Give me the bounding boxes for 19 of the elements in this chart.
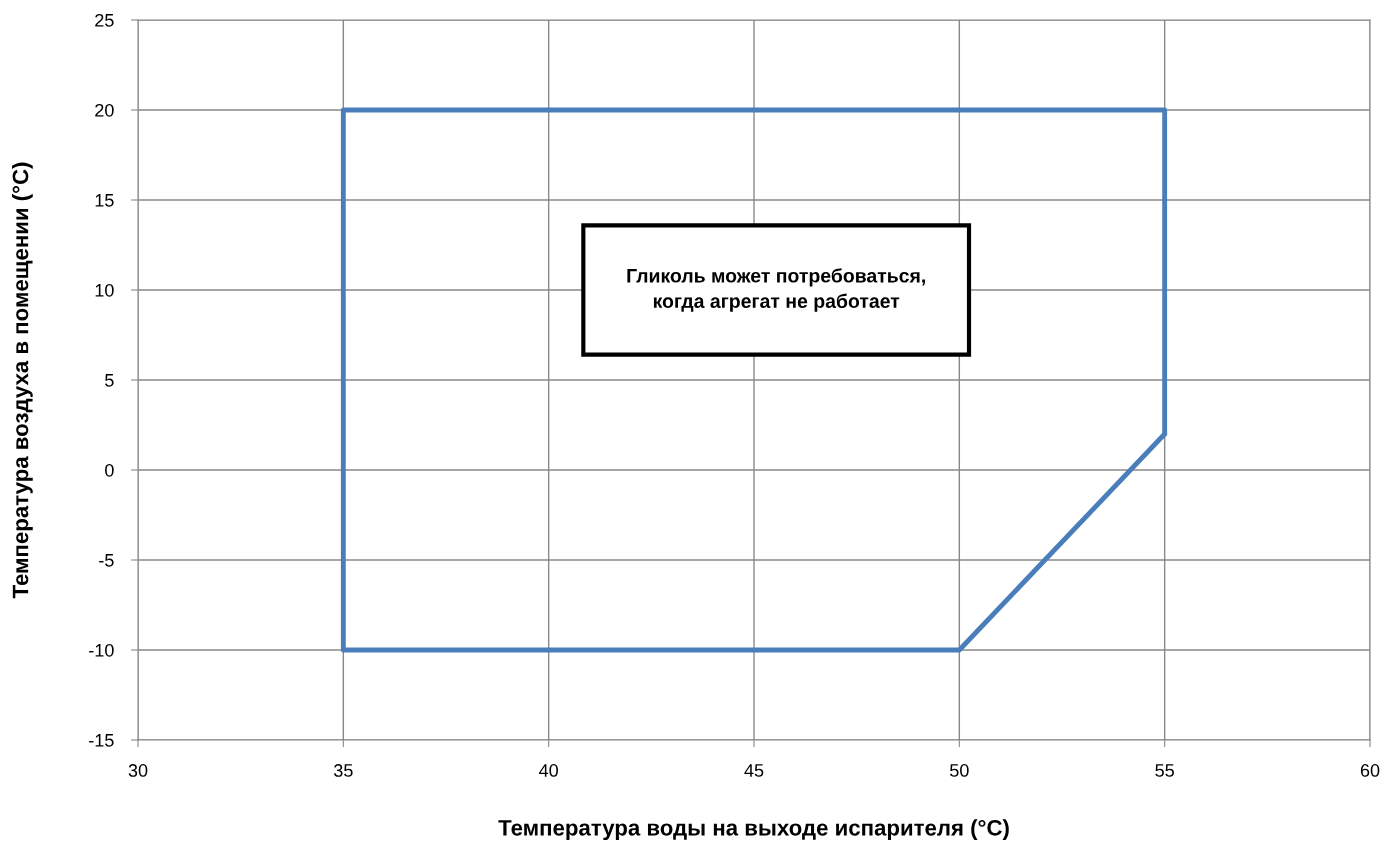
y-tick-label: 10 — [95, 283, 114, 297]
x-axis-title: Температура воды на выходе испарителя (°C) — [498, 819, 1009, 841]
x-tick-label: 35 — [333, 764, 353, 777]
y-axis-title: Температура воздуха в помещении (°C) — [12, 162, 33, 599]
y-tick-label: 20 — [95, 103, 114, 117]
y-tick-label: -5 — [99, 554, 114, 567]
x-tick-label: 40 — [539, 764, 558, 777]
y-tick-label: 0 — [105, 463, 114, 477]
y-tick-label: 5 — [105, 374, 114, 387]
annotation: Гликоль может потребоваться, когда агрегат не работает — [627, 268, 925, 312]
x-tick-label: 55 — [1155, 764, 1174, 777]
x-tick-label: 60 — [1360, 764, 1380, 777]
y-tick-label: 15 — [95, 194, 114, 207]
y-tick-label: -15 — [89, 734, 114, 747]
y-tick-label: 25 — [95, 13, 114, 27]
x-tick-label: 45 — [744, 764, 764, 777]
x-tick-label: 30 — [128, 764, 148, 777]
y-tick-label: -10 — [89, 643, 114, 657]
x-tick-label: 50 — [950, 764, 969, 777]
